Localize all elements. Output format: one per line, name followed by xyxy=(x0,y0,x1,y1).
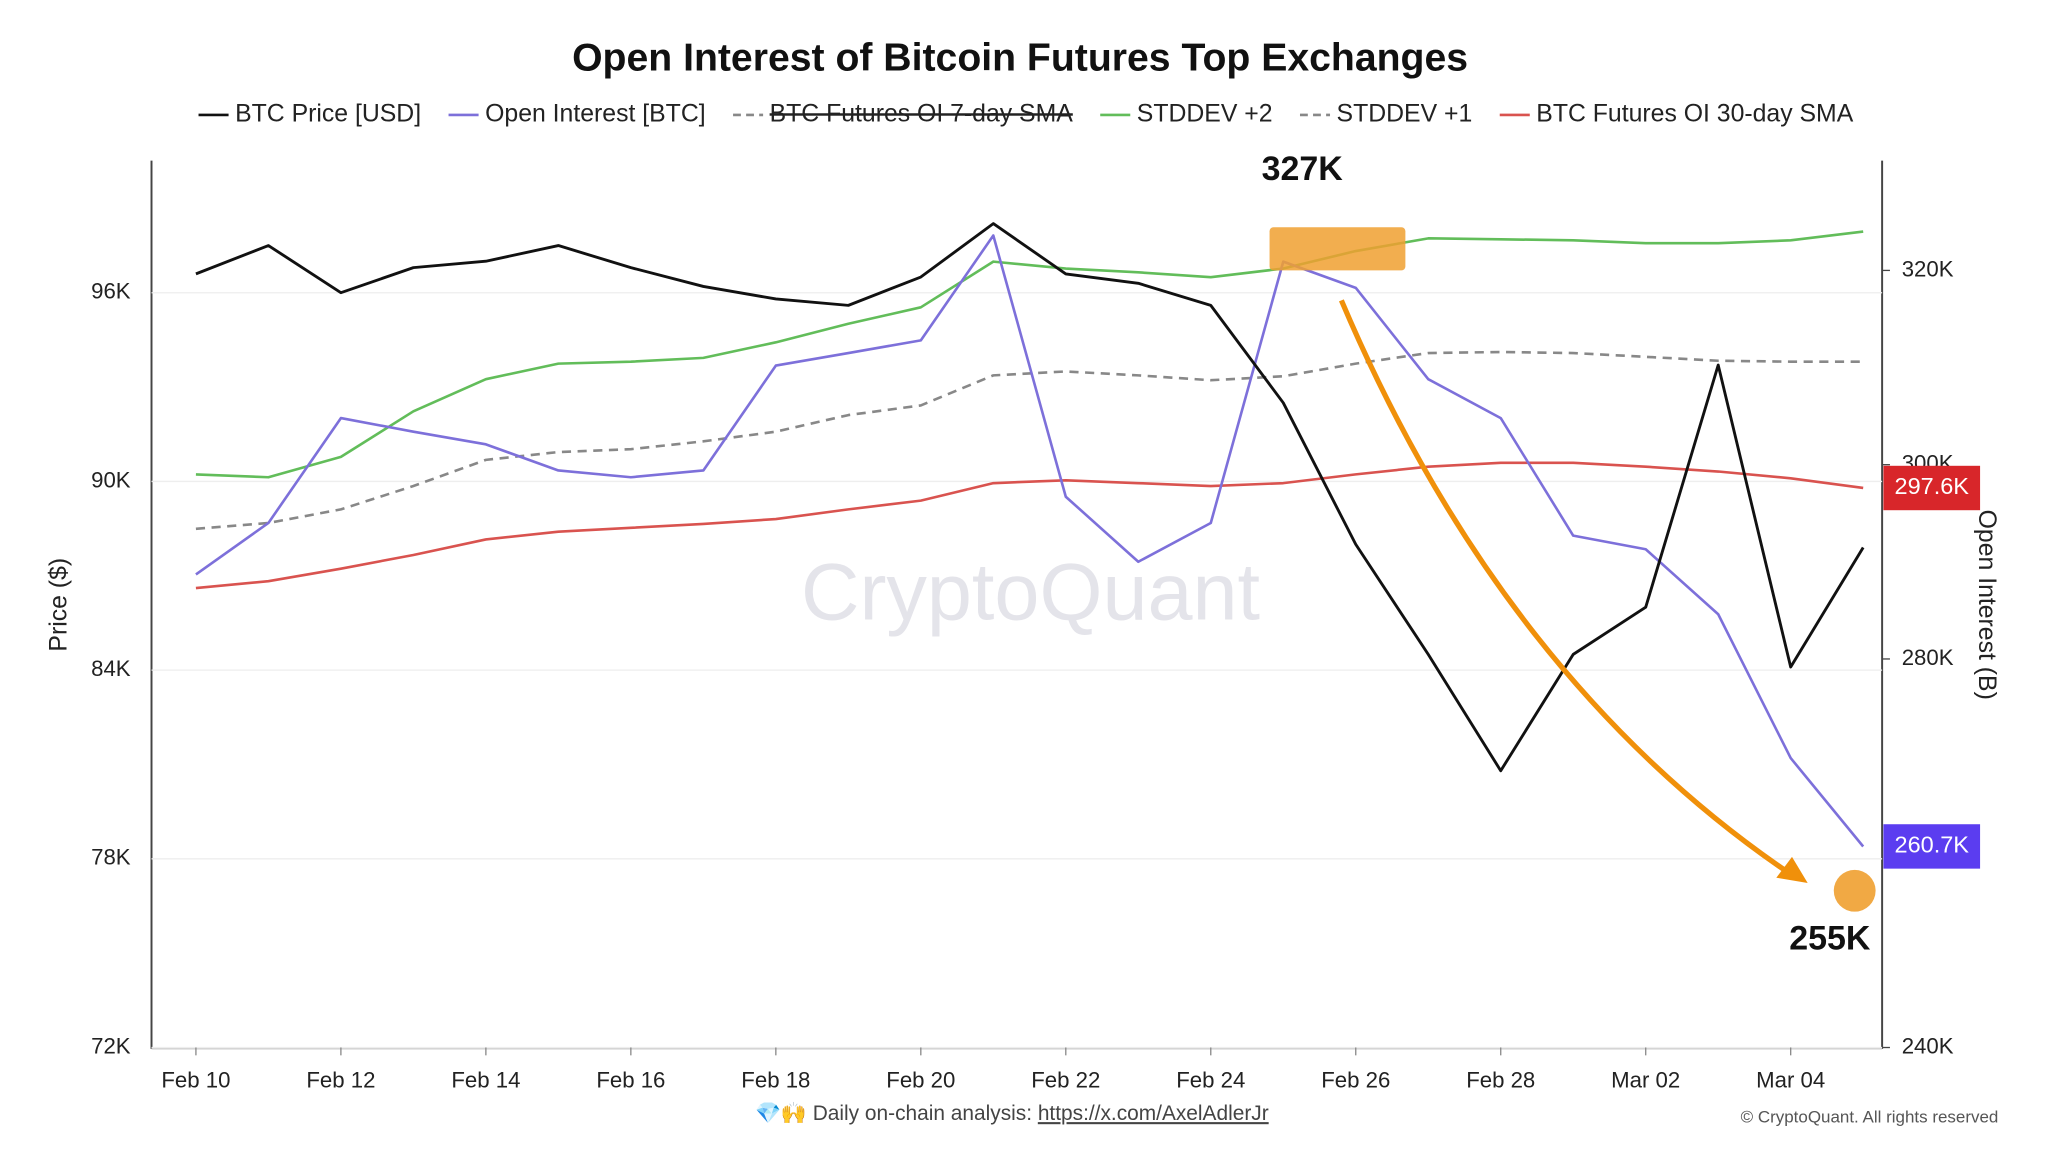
y-tick-label: 78K xyxy=(91,845,131,870)
annotations: 327K 255K xyxy=(1262,150,1876,957)
x-tick-label: Feb 16 xyxy=(596,1067,665,1092)
legend-label[interactable]: BTC Futures OI 7-day SMA xyxy=(770,100,1074,127)
footer-text: 💎🙌 Daily on-chain analysis: https://x.co… xyxy=(755,1101,1269,1125)
legend-label[interactable]: STDDEV +1 xyxy=(1337,100,1473,127)
y2-tick-label: 320K xyxy=(1902,256,1954,281)
x-tick-label: Feb 28 xyxy=(1466,1067,1535,1092)
y-tick-label: 96K xyxy=(91,279,131,304)
x-tick-label: Feb 14 xyxy=(451,1067,520,1092)
highlight-dot xyxy=(1833,869,1876,912)
y2-axis-title: Open Interest (B) xyxy=(1973,510,2000,700)
footer-link[interactable]: https://x.com/AxelAdlerJr xyxy=(1038,1102,1269,1125)
y-tick-label: 84K xyxy=(91,656,131,681)
last-value-label: 260.7K xyxy=(1895,832,1970,858)
x-tick-label: Feb 20 xyxy=(886,1067,955,1092)
arrow-head xyxy=(1776,856,1808,883)
chart-title: Open Interest of Bitcoin Futures Top Exc… xyxy=(572,36,1468,79)
arrow xyxy=(1338,299,1794,878)
copyright: © CryptoQuant. All rights reserved xyxy=(1741,1108,1999,1127)
legend-label[interactable]: Open Interest [BTC] xyxy=(485,100,706,127)
y-tick-label: 72K xyxy=(91,1033,131,1058)
last-value-badge xyxy=(1883,824,1981,869)
x-tick-label: Feb 12 xyxy=(306,1067,375,1092)
last-value-label: 297.6K xyxy=(1895,473,1970,499)
x-tick-label: Mar 02 xyxy=(1611,1067,1680,1092)
x-tick-label: Feb 10 xyxy=(161,1067,230,1092)
highlight-box xyxy=(1269,227,1406,271)
footer-label: 💎🙌 Daily on-chain analysis: xyxy=(755,1101,1038,1125)
annotation: 327K xyxy=(1262,150,1344,188)
y2-tick-label: 240K xyxy=(1902,1033,1954,1058)
x-tick-label: Feb 18 xyxy=(741,1067,810,1092)
y-axis-title: Price ($) xyxy=(46,558,73,652)
x-tick-label: Feb 22 xyxy=(1031,1067,1100,1092)
x-tick-label: Feb 26 xyxy=(1321,1067,1390,1092)
series-line xyxy=(195,222,1865,773)
last-value-badge xyxy=(1883,465,1981,511)
lines: 297.6K 260.7K xyxy=(195,222,1981,869)
x-tick-label: Feb 24 xyxy=(1176,1067,1245,1092)
annotation: 255K xyxy=(1789,919,1871,957)
y2-tick-label: 280K xyxy=(1902,645,1954,670)
series-line xyxy=(195,461,1864,590)
legend-label[interactable]: STDDEV +2 xyxy=(1137,100,1273,127)
x-tick-label: Mar 04 xyxy=(1756,1067,1825,1092)
footer: 💎🙌 Daily on-chain analysis: https://x.co… xyxy=(755,1101,1998,1127)
legend-label[interactable]: BTC Price [USD] xyxy=(235,100,421,127)
y-tick-label: 90K xyxy=(91,467,131,492)
series-line xyxy=(195,230,1864,479)
series-line xyxy=(195,234,1865,848)
series-line xyxy=(195,350,1864,531)
legend: BTC Price [USD] Open Interest [BTC] BTC Fu… xyxy=(198,100,1854,127)
watermark: CryptoQuant xyxy=(801,548,1260,638)
legend-label[interactable]: BTC Futures OI 30-day SMA xyxy=(1536,100,1853,127)
